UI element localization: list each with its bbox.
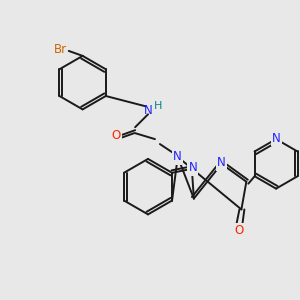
Text: N: N [217, 156, 226, 170]
Text: Br: Br [54, 44, 68, 56]
Text: N: N [144, 104, 152, 117]
Text: O: O [112, 129, 121, 142]
Text: N: N [188, 161, 197, 174]
Text: H: H [154, 101, 162, 111]
Text: O: O [235, 224, 244, 237]
Text: N: N [272, 132, 280, 145]
Text: N: N [173, 150, 182, 164]
